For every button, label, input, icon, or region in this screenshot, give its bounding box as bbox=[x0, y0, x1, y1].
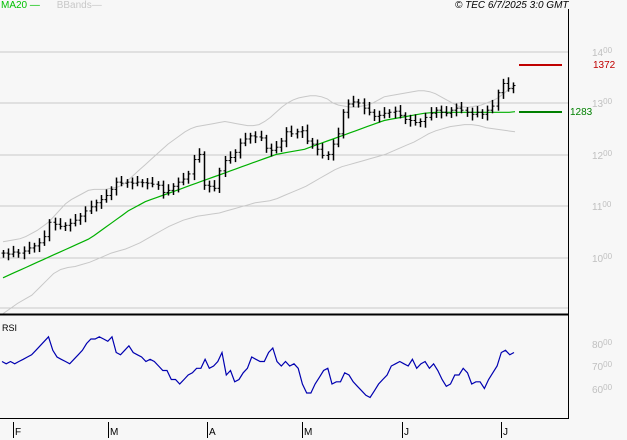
legend: MA20 — BBands— bbox=[1, 0, 102, 11]
price-label-1000: 1000 bbox=[592, 252, 613, 265]
rsi-line bbox=[1, 335, 515, 399]
resistance-value: 1372 bbox=[593, 60, 616, 71]
price-label-1100: 1100 bbox=[592, 200, 612, 213]
ma20-line bbox=[2, 111, 516, 279]
copyright-timestamp: © TEC 6/7/2025 3:0 GMT bbox=[455, 0, 569, 11]
price-panel bbox=[0, 0, 568, 313]
price-label-1200: 1200 bbox=[592, 149, 613, 162]
x-axis-ticks bbox=[13, 422, 502, 438]
price-gridlines bbox=[0, 51, 568, 309]
rsi-label-80: 8000 bbox=[592, 338, 613, 351]
price-label-1400: 1400 bbox=[592, 46, 613, 59]
x-axis-label-2: A bbox=[209, 427, 216, 438]
price-label-1300: 1300 bbox=[592, 97, 613, 110]
x-axis-label-0: F bbox=[15, 427, 22, 438]
bollinger-bands bbox=[2, 85, 516, 315]
x-axis-label-4: J bbox=[404, 427, 409, 438]
price-bars bbox=[1, 77, 516, 261]
x-axis-label-3: M bbox=[304, 427, 313, 438]
x-axis-label-5: J bbox=[503, 427, 508, 438]
rsi-panel-label: RSI bbox=[2, 323, 18, 333]
legend-bbands: BBands— bbox=[56, 0, 102, 11]
legend-ma20: MA20 — bbox=[1, 0, 40, 11]
ma-last-value: 1283 bbox=[570, 107, 593, 118]
rsi-label-70: 7000 bbox=[592, 360, 613, 373]
rsi-label-60: 6000 bbox=[592, 383, 613, 396]
x-axis-label-1: M bbox=[110, 427, 119, 438]
